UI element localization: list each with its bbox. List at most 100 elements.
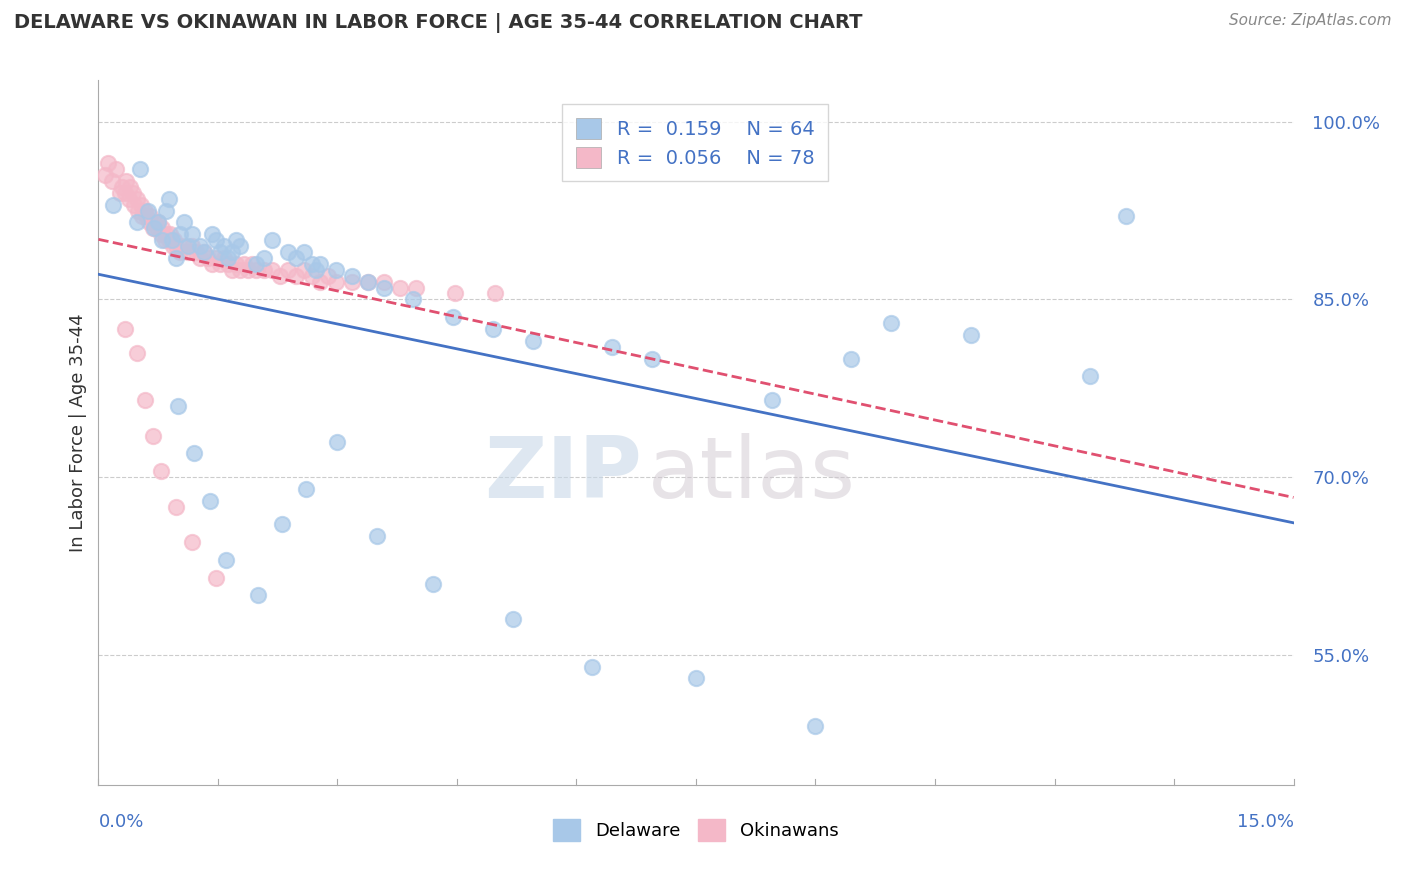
Point	[134, 203, 156, 218]
Point	[120, 179, 142, 194]
Point	[225, 233, 247, 247]
Point	[181, 227, 204, 242]
Point	[166, 239, 188, 253]
Point	[142, 221, 165, 235]
Point	[181, 535, 204, 549]
Point	[373, 280, 395, 294]
Point	[177, 245, 200, 260]
Point	[880, 316, 903, 330]
Point	[217, 257, 239, 271]
Point	[402, 293, 425, 307]
Point	[167, 399, 190, 413]
Point	[125, 215, 148, 229]
Point	[115, 174, 138, 188]
Point	[153, 233, 176, 247]
Point	[124, 197, 146, 211]
Point	[205, 571, 228, 585]
Point	[841, 351, 863, 366]
Point	[301, 257, 323, 271]
Point	[761, 392, 783, 407]
Point	[114, 322, 136, 336]
Point	[441, 310, 464, 325]
Point	[160, 233, 183, 247]
Point	[309, 257, 332, 271]
Point	[240, 257, 263, 271]
Point	[482, 322, 505, 336]
Point	[214, 239, 236, 253]
Point	[181, 239, 204, 253]
Point	[309, 275, 332, 289]
Point	[225, 257, 247, 271]
Point	[221, 262, 243, 277]
Point	[157, 233, 180, 247]
Legend: R =  0.159    N = 64, R =  0.056    N = 78: R = 0.159 N = 64, R = 0.056 N = 78	[562, 104, 828, 181]
Y-axis label: In Labor Force | Age 35-44: In Labor Force | Age 35-44	[69, 313, 87, 552]
Point	[285, 268, 308, 283]
Point	[104, 162, 127, 177]
Point	[245, 257, 267, 271]
Point	[149, 464, 172, 478]
Point	[190, 251, 212, 265]
Point	[173, 239, 195, 253]
Point	[262, 262, 284, 277]
Point	[340, 268, 363, 283]
Point	[804, 719, 827, 733]
Point	[169, 245, 191, 260]
Point	[198, 493, 221, 508]
Text: DELAWARE VS OKINAWAN IN LABOR FORCE | AGE 35-44 CORRELATION CHART: DELAWARE VS OKINAWAN IN LABOR FORCE | AG…	[14, 13, 862, 33]
Point	[97, 156, 120, 170]
Point	[150, 221, 173, 235]
Point	[201, 257, 224, 271]
Point	[138, 215, 160, 229]
Point	[285, 251, 308, 265]
Point	[121, 186, 143, 200]
Point	[139, 210, 162, 224]
Point	[502, 612, 524, 626]
Point	[292, 245, 315, 260]
Point	[127, 203, 149, 218]
Point	[373, 275, 395, 289]
Text: Source: ZipAtlas.com: Source: ZipAtlas.com	[1229, 13, 1392, 29]
Point	[157, 192, 180, 206]
Point	[101, 174, 124, 188]
Point	[581, 659, 603, 673]
Point	[159, 227, 181, 242]
Point	[169, 227, 191, 242]
Point	[149, 227, 172, 242]
Point	[277, 245, 299, 260]
Point	[142, 428, 165, 442]
Point	[193, 245, 215, 260]
Point	[201, 227, 224, 242]
Point	[277, 262, 299, 277]
Point	[101, 197, 124, 211]
Point	[197, 251, 219, 265]
Text: atlas: atlas	[648, 434, 856, 516]
Point	[292, 262, 315, 277]
Point	[186, 245, 208, 260]
Point	[229, 262, 252, 277]
Point	[148, 215, 170, 229]
Point	[145, 221, 167, 235]
Point	[134, 392, 156, 407]
Point	[118, 192, 141, 206]
Point	[205, 233, 228, 247]
Point	[388, 280, 411, 294]
Point	[522, 334, 544, 348]
Point	[125, 192, 148, 206]
Point	[301, 268, 323, 283]
Point	[209, 245, 232, 260]
Point	[221, 245, 243, 260]
Point	[325, 275, 347, 289]
Point	[135, 210, 157, 224]
Point	[294, 482, 316, 496]
Text: ZIP: ZIP	[485, 434, 643, 516]
Point	[108, 186, 131, 200]
Point	[143, 215, 166, 229]
Point	[960, 327, 983, 342]
Point	[165, 251, 187, 265]
Point	[405, 280, 427, 294]
Point	[357, 275, 380, 289]
Point	[602, 340, 624, 354]
Point	[166, 500, 188, 514]
Point	[129, 197, 152, 211]
